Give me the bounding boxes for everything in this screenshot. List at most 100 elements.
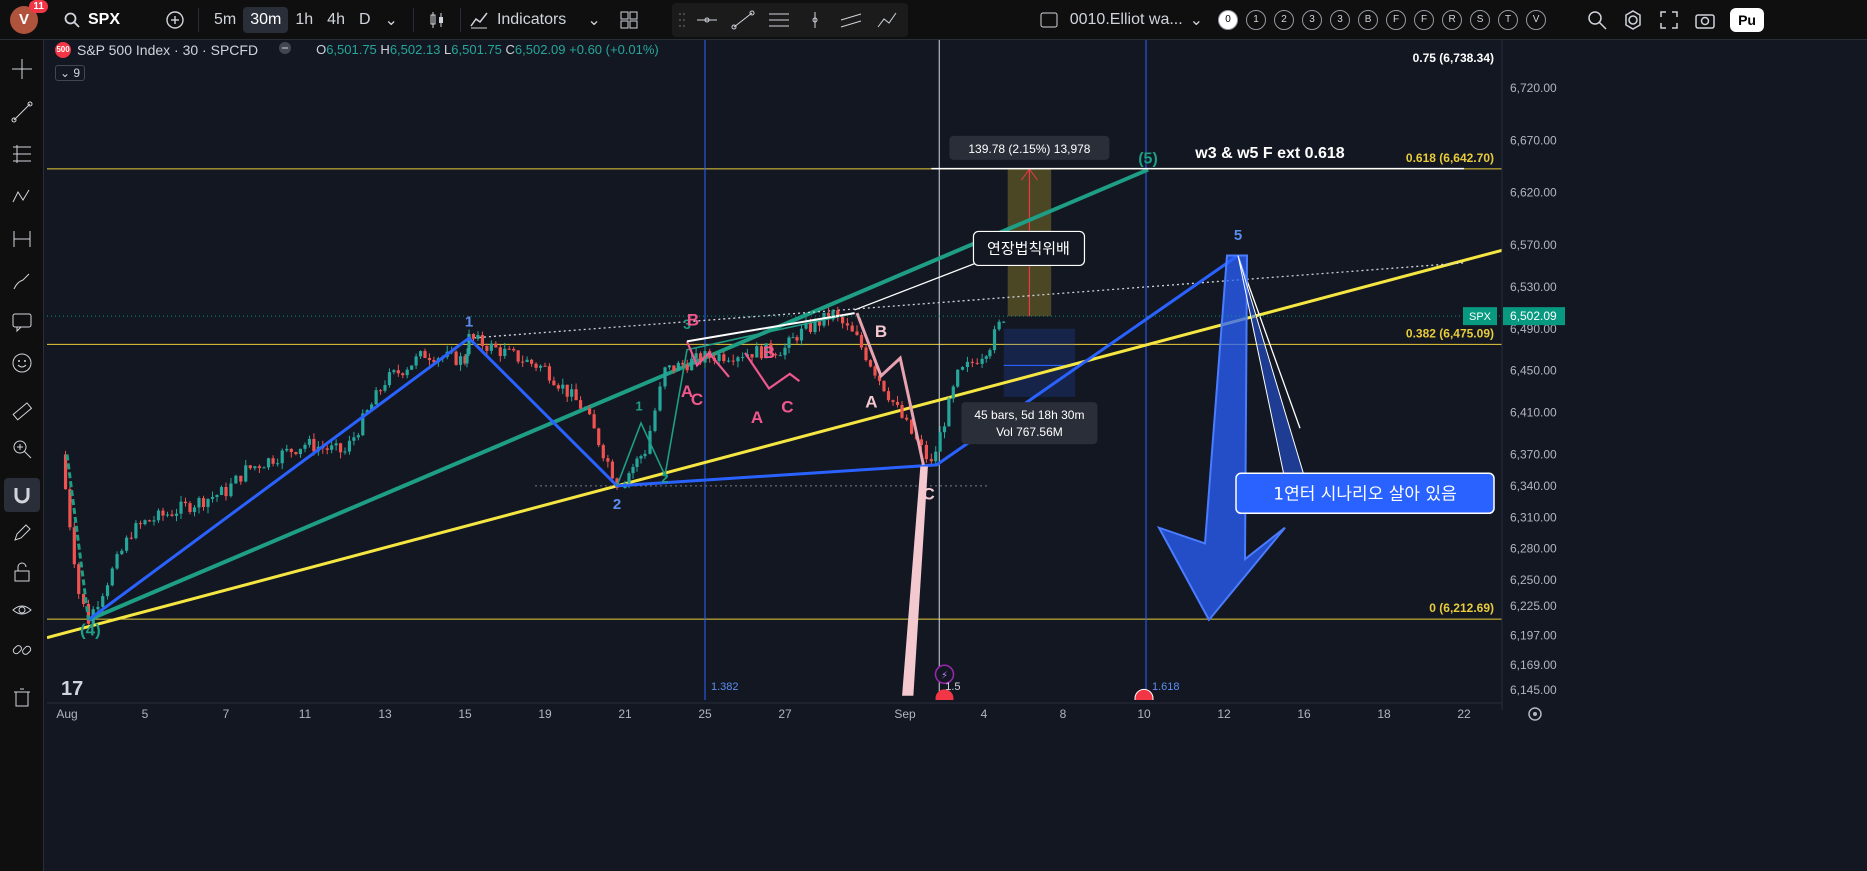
legend-collapse-button[interactable]: ⌄ 9 [55,65,86,81]
user-avatar[interactable]: V 11 [10,0,48,34]
interval-4h[interactable]: 4h [327,10,345,28]
candle-body [201,498,206,508]
trend-line-tool-icon[interactable] [728,5,758,35]
magnet-icon[interactable] [4,478,40,512]
time-tick-label: 11 [299,707,312,721]
interval-d[interactable]: D [358,10,371,28]
wave-label-button[interactable]: V [1526,9,1547,30]
fib-tools-icon[interactable] [4,137,40,171]
chart-legend: 500 S&P 500 Index · 30 · SPCFD O6,501.75… [55,41,659,58]
candle-body [891,400,895,402]
candle-body [463,356,467,364]
candle-body [410,365,414,370]
fullscreen-icon[interactable] [1654,5,1684,35]
wave-label-button[interactable]: 3 [1330,9,1351,30]
candle-body [808,322,813,332]
publish-button[interactable]: Pu [1730,7,1764,32]
patterns-icon[interactable] [4,180,40,214]
link-icon[interactable] [4,633,40,667]
trend-line-dotted [468,262,1465,339]
candle-body [289,448,293,453]
price-tick-label: 6,145.00 [1510,683,1557,697]
candle-body [694,353,698,359]
symbol-search[interactable]: SPX [64,11,120,29]
path-tool-icon[interactable] [872,5,902,35]
brush-icon[interactable] [4,264,40,298]
wave-label-button[interactable]: F [1386,9,1407,30]
time-tick-label: 19 [538,707,552,721]
candle-body [330,445,334,450]
candle-body [370,404,374,411]
wave-label-5-paren: (5) [1138,150,1158,167]
plot-layer [47,40,1502,700]
crosshair-icon[interactable] [4,52,40,86]
candle-body [361,413,365,436]
indicators-button[interactable]: Indicators [469,0,566,40]
parallel-channel-tool-icon[interactable] [836,5,866,35]
indicators-chevron-icon[interactable]: ⌄ [587,11,601,29]
settings-gear-icon[interactable] [1618,5,1648,35]
layout-icon[interactable] [1034,5,1064,35]
text-comment-icon[interactable] [4,305,40,339]
zoom-in-icon[interactable] [4,432,40,466]
time-tick-label: 25 [698,707,712,721]
wave-label-button[interactable]: S [1470,9,1491,30]
emoji-icon[interactable] [4,346,40,380]
ruler-icon[interactable] [4,394,40,428]
interval-dropdown-chevron-icon[interactable]: ⌄ [384,11,398,29]
candle-body [489,343,493,351]
compare-add-icon[interactable] [160,5,190,35]
layout-grid-icon[interactable] [614,5,644,35]
stay-in-drawing-mode-icon[interactable] [4,516,40,550]
layout-chevron-icon[interactable]: ⌄ [1189,11,1204,29]
candle-body [68,489,72,528]
candle-body [877,375,882,381]
wave-label-button[interactable]: 2 [1274,9,1295,30]
lock-icon[interactable] [4,555,40,589]
candle-body [676,362,680,371]
interval-1h[interactable]: 1h [295,10,314,28]
low-label: L [444,42,452,57]
wave-label-button[interactable]: 3 [1302,9,1323,30]
candle-body [717,354,721,361]
horizontal-line-tool-icon[interactable] [692,5,722,35]
candle-body [934,451,938,462]
time-tick-label: 12 [1217,707,1231,721]
candle-body [485,345,489,351]
trend-line-icon[interactable] [4,95,40,129]
candle-body [427,357,432,361]
wave-label-button[interactable]: 0 [1218,9,1239,30]
interval-30m[interactable]: 30m [243,6,289,33]
layout-name[interactable]: 0010.Elliot wa... [1069,10,1183,28]
candle-body [72,527,76,565]
teal-label-3: 3 [683,316,691,332]
wave-label-button[interactable]: R [1442,9,1463,30]
legend-eye-icon[interactable] [278,41,292,58]
alert-search-icon[interactable] [1582,5,1612,35]
pink-wave-label: C [923,484,935,503]
interval-5m[interactable]: 5m [214,10,237,28]
eye-visibility-icon[interactable] [4,593,40,627]
camera-snapshot-icon[interactable] [1690,5,1720,35]
drag-handle-icon[interactable] [678,10,686,30]
candle-body [224,487,228,497]
wave-label-button[interactable]: F [1414,9,1435,30]
trash-icon[interactable] [4,680,40,714]
wave-label-button[interactable]: B [1358,9,1379,30]
candle-body [826,312,831,320]
pink-wave-label: B [687,311,699,330]
fib-level-label: 0.382 (6,475.09) [1406,326,1494,340]
vertical-line-tool-icon[interactable] [800,5,830,35]
measure-projection-icon[interactable] [4,222,40,256]
candle-body [325,448,329,450]
wave-label-button[interactable]: T [1498,9,1519,30]
wave-label-button[interactable]: 1 [1246,9,1267,30]
candle-body [156,510,161,521]
fib-retracement-tool-icon[interactable] [764,5,794,35]
candle-body [63,454,68,490]
legend-symbol-title[interactable]: S&P 500 Index · 30 · SPCFD [77,41,259,58]
price-chart[interactable]: 0.75 (6,738.34) 0.618 (6,642.70) 0.382 (6,… [47,40,1867,871]
chart-pane[interactable]: 0.75 (6,738.34) 0.618 (6,642.70) 0.382 (6,… [47,40,1867,871]
candle-style-icon[interactable] [422,5,452,35]
